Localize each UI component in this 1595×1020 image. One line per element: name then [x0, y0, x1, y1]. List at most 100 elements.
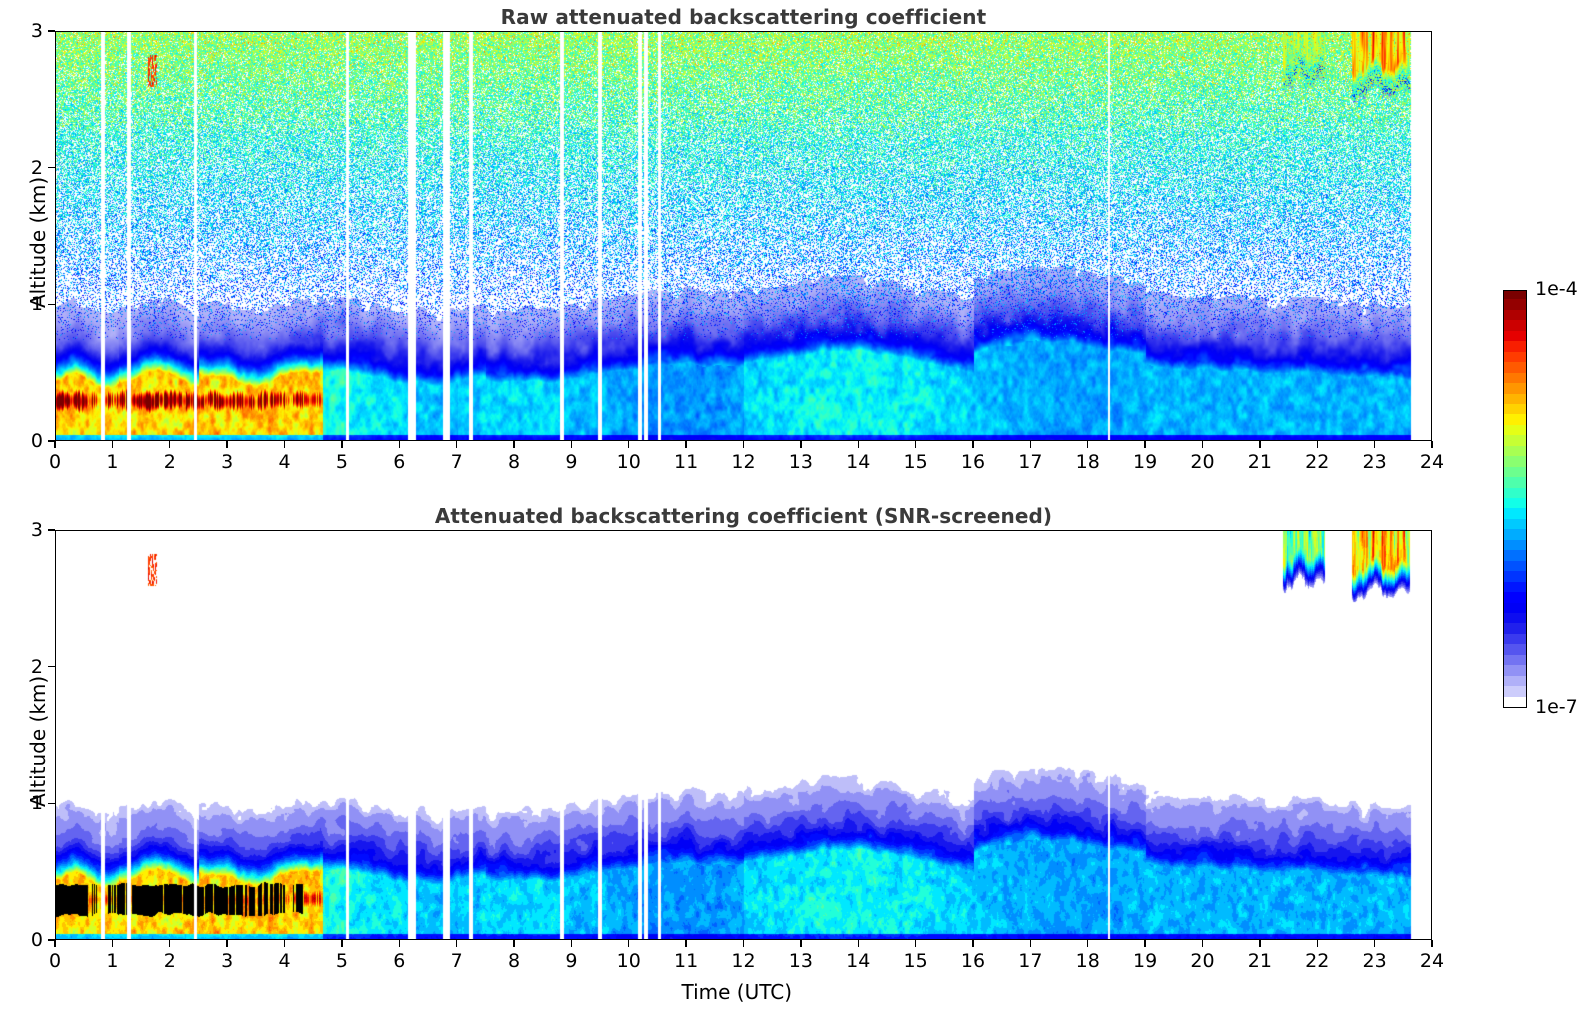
- x-tick-label-6: 6: [393, 950, 406, 972]
- x-tick-16: [972, 940, 974, 947]
- x-tick-20: [1201, 940, 1204, 947]
- x-tick-label-11: 11: [674, 451, 699, 473]
- x-tick-label-1: 1: [106, 950, 119, 972]
- colorbar-band: [1504, 291, 1526, 300]
- plot-area-screened[interactable]: [55, 530, 1432, 940]
- heatmap-raw: [56, 32, 1431, 440]
- y-tick-label-1: 1: [30, 293, 43, 316]
- x-tick-label-17: 17: [1018, 451, 1043, 473]
- x-tick-10: [628, 940, 630, 947]
- x-tick-9: [570, 441, 573, 448]
- x-tick-9: [570, 940, 573, 947]
- y-tick-0: [48, 939, 55, 941]
- x-tick-0: [54, 940, 56, 947]
- x-tick-13: [800, 441, 802, 448]
- y-tick-label-2: 2: [30, 156, 43, 179]
- colorbar-gradient: [1503, 290, 1527, 708]
- x-tick-22: [1316, 940, 1318, 947]
- x-tick-22: [1316, 441, 1318, 448]
- x-tick-label-8: 8: [507, 950, 521, 972]
- x-tick-label-13: 13: [788, 950, 813, 972]
- x-tick-label-24: 24: [1419, 451, 1445, 473]
- x-tick-label-14: 14: [846, 451, 871, 473]
- x-tick-label-21: 21: [1247, 451, 1272, 473]
- x-tick-15: [914, 940, 917, 947]
- y-tick-0: [48, 440, 55, 442]
- colorbar-band: [1504, 486, 1526, 498]
- x-tick-label-6: 6: [393, 451, 406, 473]
- x-tick-label-18: 18: [1075, 451, 1100, 473]
- colorbar-band: [1504, 340, 1526, 352]
- panel-title-raw: Raw attenuated backscattering coefficien…: [500, 5, 987, 29]
- x-tick-label-5: 5: [335, 451, 348, 473]
- colorbar-band: [1504, 382, 1526, 394]
- x-tick-label-23: 23: [1362, 950, 1387, 972]
- colorbar-band: [1504, 549, 1526, 561]
- x-tick-12: [742, 940, 745, 947]
- x-tick-label-13: 13: [788, 451, 813, 473]
- y-tick-1: [48, 303, 55, 306]
- x-tick-label-20: 20: [1190, 950, 1215, 972]
- colorbar-band: [1504, 664, 1526, 676]
- colorbar-band: [1504, 351, 1526, 363]
- x-tick-label-0: 0: [48, 950, 62, 972]
- y-axis-label-screened: Altitude (km): [26, 675, 50, 807]
- x-tick-16: [972, 441, 974, 448]
- x-tick-8: [513, 441, 515, 448]
- y-tick-3: [48, 30, 55, 32]
- colorbar-band: [1504, 497, 1526, 509]
- y-tick-label-0: 0: [30, 430, 43, 452]
- x-tick-6: [398, 441, 400, 448]
- colorbar-band: [1504, 445, 1526, 457]
- plot-area-raw[interactable]: [55, 31, 1432, 441]
- x-tick-18: [1087, 441, 1089, 448]
- colorbar-band: [1504, 403, 1526, 415]
- colorbar-band: [1504, 685, 1526, 697]
- x-tick-label-22: 22: [1305, 950, 1330, 972]
- x-tick-label-20: 20: [1190, 451, 1215, 473]
- x-tick-label-24: 24: [1419, 950, 1445, 972]
- x-tick-label-15: 15: [903, 451, 928, 473]
- x-tick-1: [111, 441, 114, 448]
- panel-title-screened: Attenuated backscattering coefficient (S…: [434, 504, 1053, 528]
- x-tick-label-2: 2: [163, 451, 176, 473]
- colorbar-band: [1504, 476, 1526, 488]
- colorbar-band: [1504, 695, 1526, 707]
- x-axis-label-time: Time (UTC): [681, 980, 793, 1004]
- colorbar-band: [1504, 643, 1526, 655]
- x-tick-label-15: 15: [903, 950, 928, 972]
- colorbar-band: [1504, 518, 1526, 530]
- x-tick-label-12: 12: [731, 950, 756, 972]
- x-tick-3: [226, 441, 228, 448]
- x-tick-0: [54, 441, 56, 448]
- x-tick-label-19: 19: [1133, 451, 1158, 473]
- x-tick-7: [455, 940, 458, 947]
- x-tick-label-12: 12: [731, 451, 756, 473]
- x-tick-label-18: 18: [1075, 950, 1100, 972]
- colorbar-band: [1504, 361, 1526, 373]
- x-tick-14: [857, 940, 859, 947]
- colorbar-unit-label: 1/m/sr: [1591, 470, 1595, 535]
- x-tick-label-7: 7: [450, 950, 463, 972]
- x-tick-label-8: 8: [507, 451, 521, 473]
- x-tick-20: [1201, 441, 1204, 448]
- x-tick-label-16: 16: [960, 950, 986, 972]
- colorbar-band: [1504, 424, 1526, 436]
- colorbar-band: [1504, 633, 1526, 645]
- heatmap-screened: [56, 531, 1431, 939]
- x-tick-label-17: 17: [1018, 950, 1043, 972]
- x-tick-label-3: 3: [221, 451, 234, 473]
- x-tick-24: [1431, 441, 1433, 448]
- colorbar-band: [1504, 560, 1526, 572]
- colorbar-band: [1504, 581, 1526, 593]
- x-tick-1: [111, 940, 114, 947]
- x-tick-23: [1373, 441, 1376, 448]
- x-tick-label-4: 4: [278, 451, 291, 473]
- colorbar-band: [1504, 654, 1526, 666]
- colorbar-max-label: 1e-4: [1535, 278, 1578, 300]
- x-tick-7: [455, 441, 458, 448]
- x-tick-11: [685, 441, 687, 448]
- x-tick-4: [283, 940, 286, 947]
- x-tick-label-7: 7: [450, 451, 463, 473]
